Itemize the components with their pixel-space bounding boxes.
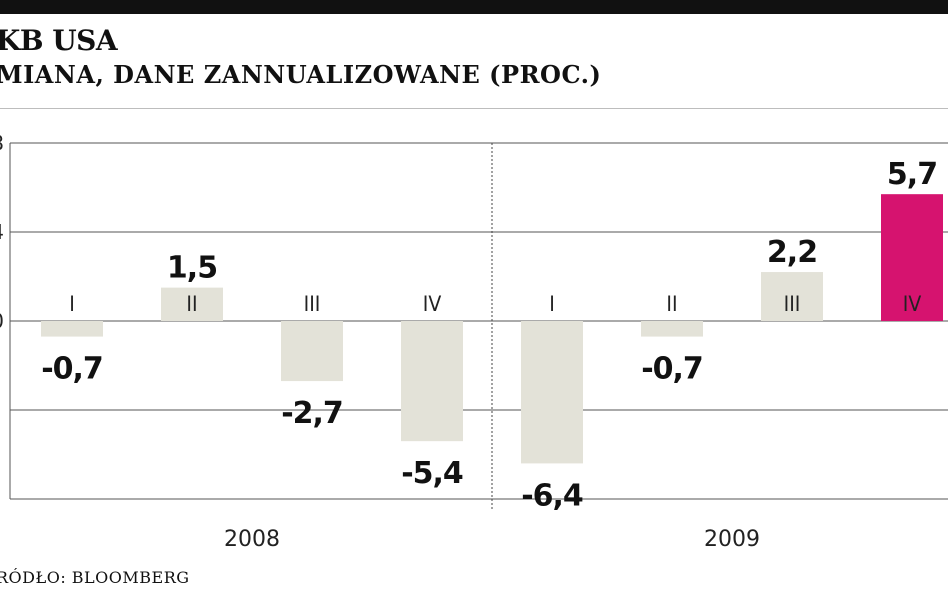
quarter-label: I [549,292,555,316]
y-tick-label: 4 [0,220,4,244]
bar [161,287,223,321]
value-label: -5,4 [401,456,463,491]
value-label: 1,5 [167,251,217,286]
y-tick-label: 0 [0,309,4,333]
y-tick-label: 8 [0,131,4,155]
quarter-label: IV [903,292,922,316]
quarter-label: II [186,292,197,316]
quarter-label: II [666,292,677,316]
value-label: -6,4 [521,478,583,513]
bar [761,272,823,321]
bar [401,321,463,442]
year-label: 2008 [224,527,280,552]
quarter-label: III [304,292,321,316]
value-label: 2,2 [767,235,817,270]
chart-subtitle: MIANA, DANE ZANNUALIZOWANE (PROC.) [0,60,602,89]
bar [41,321,103,337]
quarter-label: I [69,292,75,316]
value-label: 5,7 [887,157,937,192]
chart-title: KB USA [0,24,118,57]
value-label: -0,7 [641,352,703,387]
bar [641,321,703,337]
value-label: -0,7 [41,352,103,387]
value-label: -2,7 [281,396,343,431]
top-border [0,0,948,14]
bar [881,194,943,321]
year-label: 2009 [704,527,760,552]
bar [521,321,583,464]
quarter-label: III [784,292,801,316]
bar [281,321,343,382]
header-divider [0,108,948,109]
source-note: RÓDŁO: BLOOMBERG [0,568,190,587]
quarter-label: IV [423,292,442,316]
